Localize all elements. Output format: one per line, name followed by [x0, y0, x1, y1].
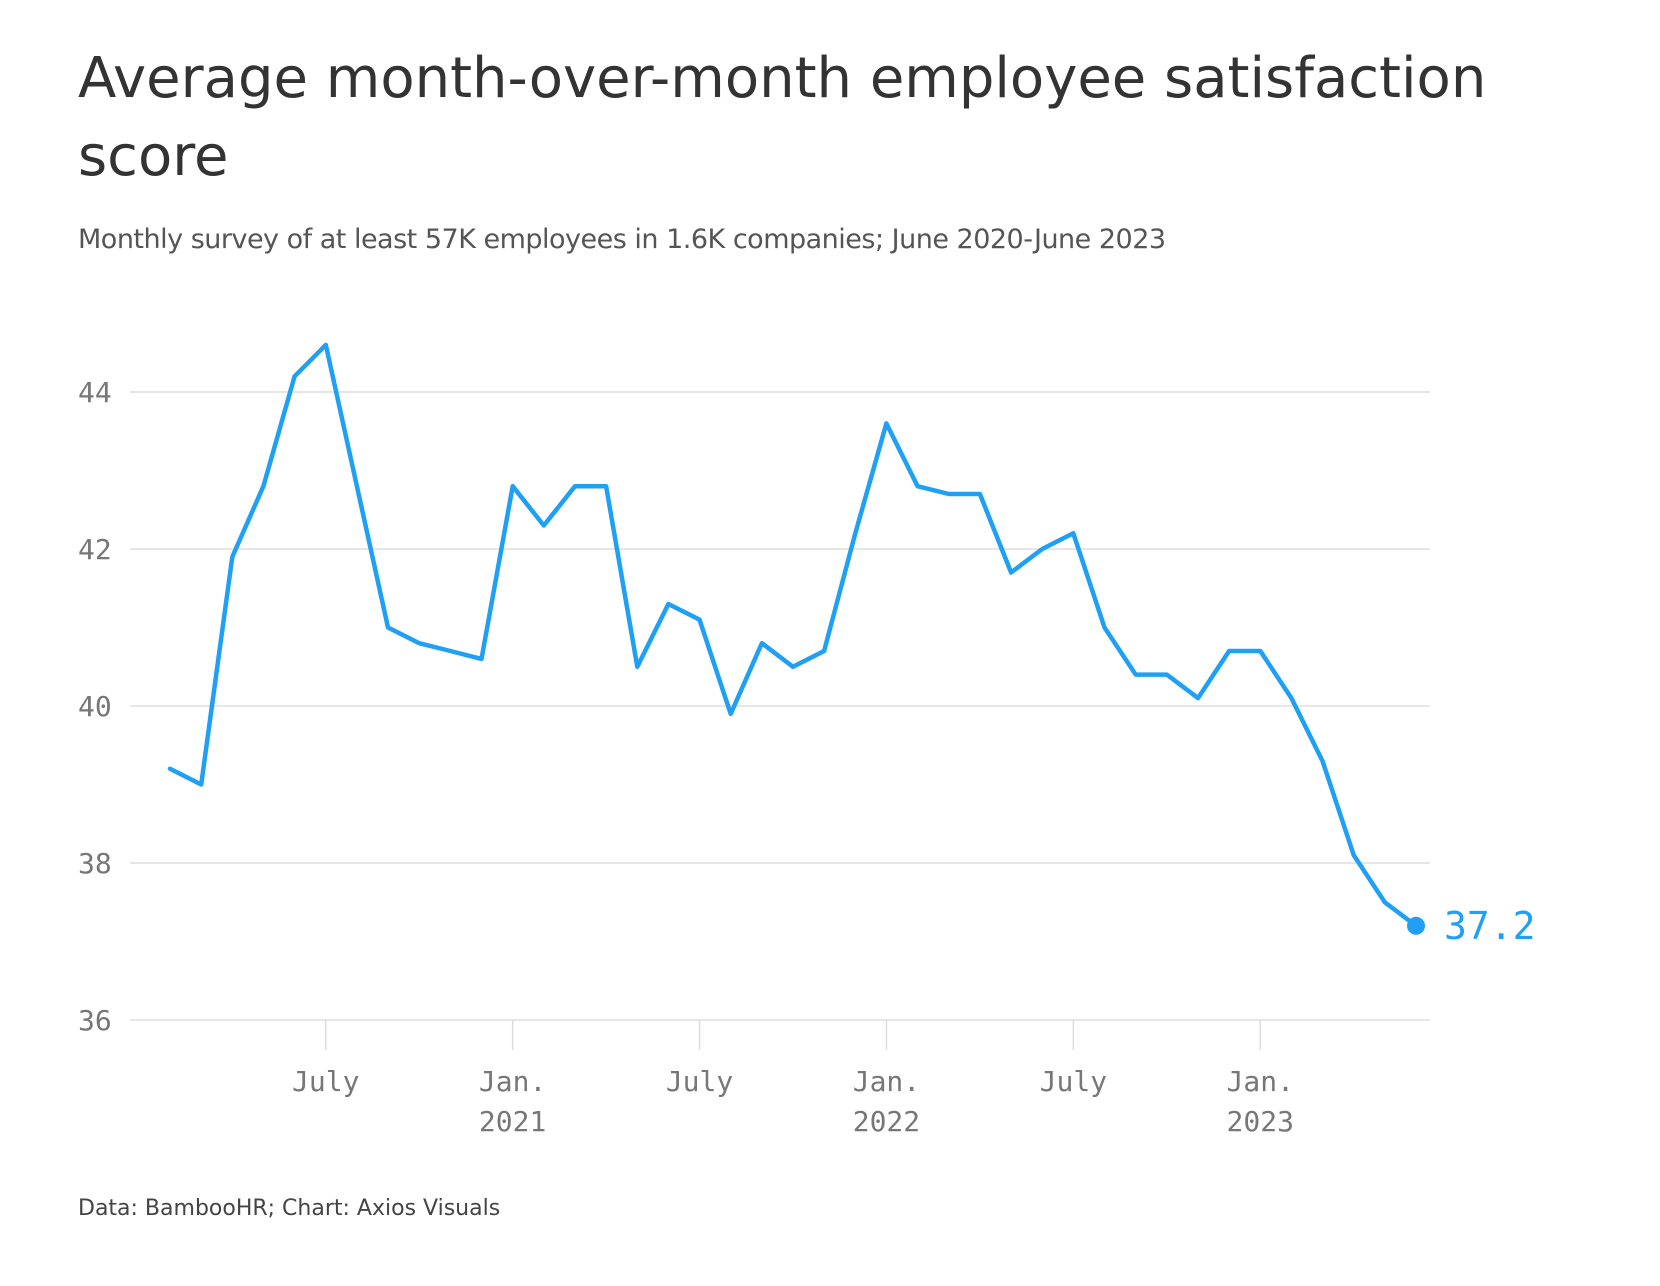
data-point — [978, 492, 982, 496]
data-point — [729, 712, 733, 716]
data-point — [1289, 696, 1293, 700]
data-point — [293, 374, 297, 378]
data-point — [1352, 853, 1356, 857]
data-point — [635, 665, 639, 669]
x-tick-label: Jan. — [1227, 1065, 1294, 1098]
x-tick-year-label: 2023 — [1227, 1105, 1294, 1138]
data-point — [1258, 649, 1262, 653]
x-tick-label: July — [666, 1065, 733, 1098]
y-tick-label: 36 — [78, 1004, 112, 1037]
gridlines — [130, 391, 1430, 1021]
data-point — [1009, 571, 1013, 575]
data-point — [573, 484, 577, 488]
data-point — [1383, 900, 1387, 904]
x-tick-year-label: 2021 — [479, 1105, 546, 1138]
source-note: Data: BambooHR; Chart: Axios Visuals — [78, 1196, 501, 1221]
series-line — [167, 342, 1419, 929]
end-point-marker — [1407, 916, 1425, 935]
data-point — [1040, 547, 1044, 551]
data-point — [542, 523, 546, 527]
y-axis: 36 38 40 42 44 — [78, 376, 112, 1037]
x-tick-label: Jan. — [853, 1065, 920, 1098]
data-point — [947, 492, 951, 496]
data-point — [884, 421, 888, 425]
end-value-label: 37.2 — [1444, 904, 1536, 948]
data-point — [760, 641, 764, 645]
data-point — [324, 343, 328, 347]
x-tick-label: July — [1040, 1065, 1107, 1098]
chart-title: Average month-over-month employee satisf… — [78, 46, 1487, 189]
data-point — [386, 626, 390, 630]
y-tick-label: 40 — [78, 690, 112, 723]
data-point — [1134, 673, 1138, 677]
data-point — [853, 531, 857, 535]
data-point — [480, 657, 484, 661]
x-axis: July Jan. 2021 July Jan. 2022 July Jan. 2023 — [292, 1020, 1294, 1138]
data-point — [1103, 626, 1107, 630]
x-tick-label: July — [292, 1065, 359, 1098]
data-point — [916, 484, 920, 488]
data-point — [698, 618, 702, 622]
series: 37.2 — [167, 342, 1536, 948]
data-point — [1227, 649, 1231, 653]
data-point — [1071, 531, 1075, 535]
chart-subtitle: Monthly survey of at least 57K employees… — [78, 224, 1166, 255]
data-point — [261, 484, 265, 488]
data-point — [604, 484, 608, 488]
data-point — [355, 484, 359, 488]
data-point — [199, 783, 203, 787]
data-point — [1196, 696, 1200, 700]
data-point — [1165, 673, 1169, 677]
data-point — [822, 649, 826, 653]
data-point — [230, 555, 234, 559]
y-tick-label: 44 — [78, 376, 112, 409]
data-point — [511, 484, 515, 488]
data-point — [791, 665, 795, 669]
y-tick-label: 42 — [78, 533, 112, 566]
data-point — [666, 602, 670, 606]
data-point — [168, 767, 172, 771]
data-point — [417, 641, 421, 645]
y-tick-label: 38 — [78, 847, 112, 880]
x-tick-year-label: 2022 — [853, 1105, 920, 1138]
x-tick-label: Jan. — [479, 1065, 546, 1098]
data-point — [1321, 759, 1325, 763]
data-point — [448, 649, 452, 653]
